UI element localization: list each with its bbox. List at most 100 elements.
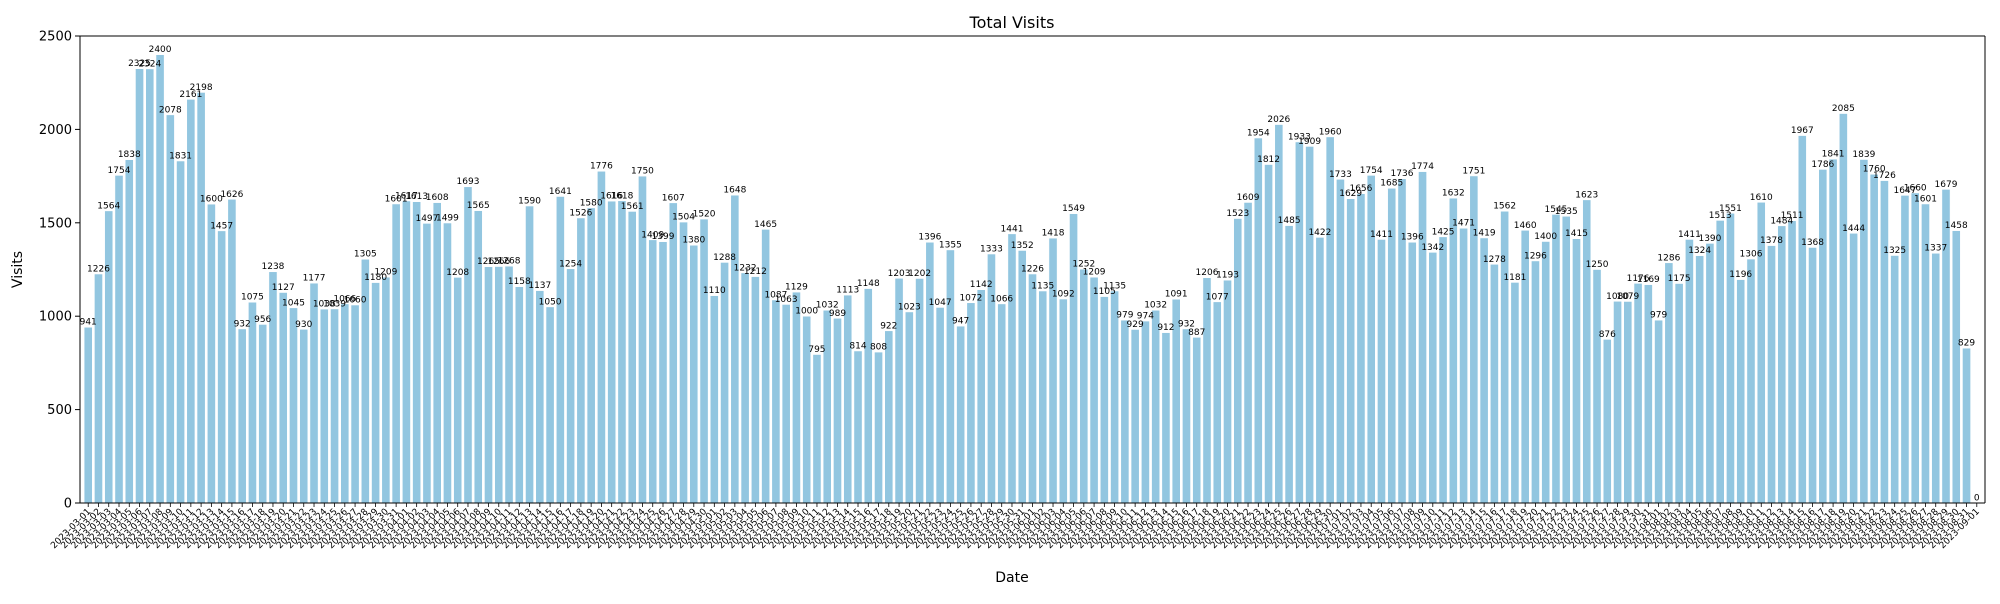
bar [987,253,996,504]
bar-value-label: 922 [880,321,897,331]
bar-value-label: 1113 [836,286,859,296]
bar [1243,202,1253,504]
bar-value-label: 887 [1188,328,1205,338]
bar [1130,329,1140,504]
bar [1058,298,1068,504]
bar-value-label: 1193 [1216,271,1239,281]
y-tick-label: 500 [47,403,72,418]
bar-value-label: 1337 [1924,244,1947,254]
bar-value-label: 1838 [118,150,141,160]
bar [1418,171,1427,504]
bar-value-label: 1609 [1237,193,1260,203]
bar-value-label: 1411 [1370,230,1393,240]
bar-value-label: 1504 [672,213,695,223]
bar-value-label: 932 [1178,319,1195,329]
bar-value-label: 1072 [959,293,982,303]
bar [1397,178,1407,504]
bar-value-label: 956 [254,315,271,325]
bar [1489,263,1499,504]
bar-value-label: 1208 [446,268,469,278]
bar-value-label: 876 [1599,330,1616,340]
bar-value-label: 1092 [1052,290,1075,300]
bar [545,306,555,504]
bar [206,203,216,504]
bar [1048,237,1058,504]
bar [1808,247,1817,504]
bar [1007,233,1017,504]
bar [966,302,976,504]
bar [422,223,432,504]
bar [1664,262,1674,504]
bar [237,328,247,504]
bar [1890,255,1900,504]
bar [874,351,883,504]
bar [463,186,473,504]
bar-value-label: 1080 [1606,292,1629,302]
bar [432,202,442,504]
bar [1377,239,1386,504]
bar [535,290,545,504]
bar-value-label: 1564 [97,201,120,211]
bar-value-label: 1342 [1421,243,1444,253]
bar-value-label: 1396 [918,233,941,243]
bar [1438,236,1448,504]
bar-value-label: 1679 [1935,180,1958,190]
bar [1787,220,1797,504]
bar [248,301,257,504]
bar [453,277,463,504]
bar-value-label: 947 [952,317,969,327]
bar-value-label: 1079 [1616,292,1639,302]
bar [627,211,637,504]
bar [1223,279,1232,504]
bar [638,175,647,504]
bar [381,276,391,504]
bar-value-label: 2324 [138,59,161,69]
bar-value-label: 1623 [1575,190,1598,200]
bar [668,202,678,504]
bar-value-label: 1590 [518,196,541,206]
x-axis-label: Date [995,570,1028,586]
bar-value-label: 1209 [374,268,397,278]
bar-value-label: 1087 [764,290,787,300]
bar [1089,276,1099,504]
bar-value-label: 1129 [785,283,808,293]
bar-value-label: 1839 [1852,150,1875,160]
bar-value-label: 1390 [1698,234,1721,244]
bar-value-label: 1000 [795,307,818,317]
bar-value-label: 1063 [775,295,798,305]
bar [1479,237,1489,504]
bar [145,68,155,504]
bar-value-label: 1726 [1873,171,1896,181]
bar [863,288,873,504]
bar-value-label: 1562 [1493,202,1516,212]
bar [1161,332,1171,504]
bar-value-label: 1641 [549,187,572,197]
chart-title: Total Visits [969,13,1055,32]
y-tick-label: 2500 [39,30,72,45]
bar [371,282,381,504]
bar [1623,301,1633,504]
bar-value-label: 1203 [888,269,911,279]
bar-value-label: 1441 [1001,224,1024,234]
bar-value-label: 1355 [939,240,962,250]
bar [1674,283,1684,504]
bar-value-label: 1600 [200,195,223,205]
bar-value-label: 1368 [1801,238,1824,248]
bar [1962,347,1971,504]
bar-value-label: 1831 [169,151,192,161]
bar [1336,178,1345,504]
bar [709,295,719,504]
bar-value-label: 1047 [929,298,952,308]
bar [1140,320,1150,504]
bar-value-label: 1444 [1842,224,1865,234]
bar [196,92,206,504]
bar-value-label: 1409 [641,230,664,240]
bar [1510,282,1520,504]
bar [1818,169,1828,504]
bar [514,286,524,504]
bar [1849,232,1859,504]
bar-value-label: 2026 [1267,115,1290,125]
bar-value-label: 912 [1157,323,1174,333]
bar [258,324,268,504]
